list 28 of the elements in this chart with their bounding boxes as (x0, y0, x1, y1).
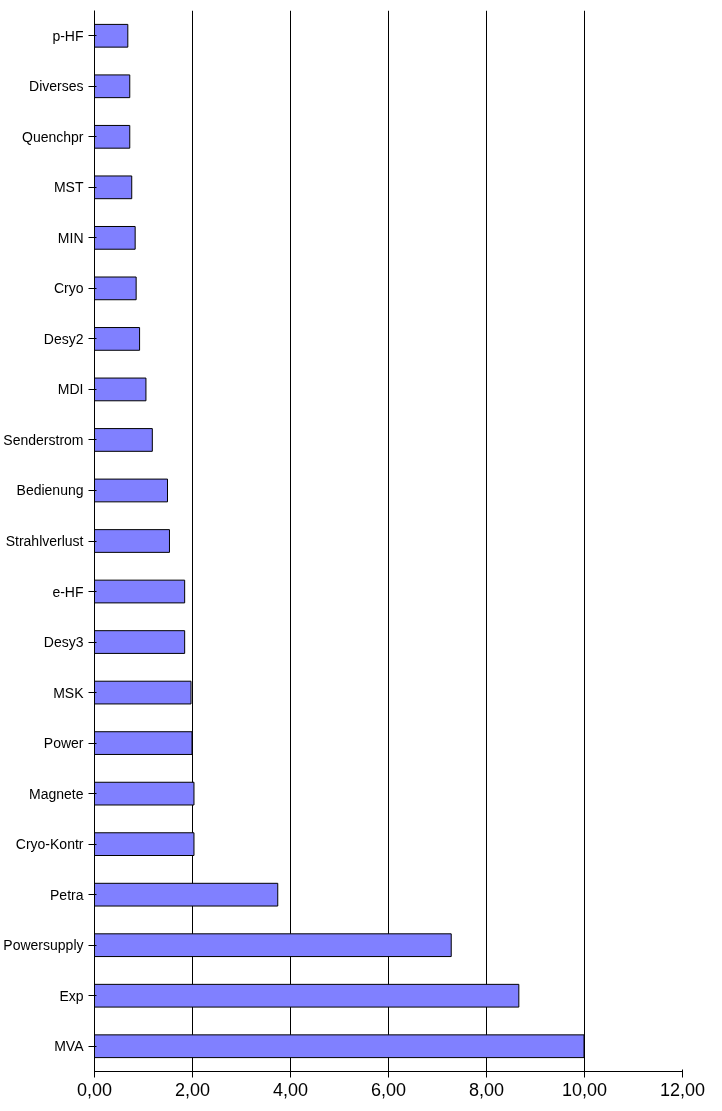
y-tick-label: Bedienung (16, 482, 84, 499)
y-tick-label: Cryo (53, 280, 84, 297)
y-tick-label: MIN (57, 229, 84, 246)
y-tick-label: MSK (53, 684, 85, 701)
y-tick-label: Petra (50, 886, 84, 903)
y-tick-label: Quenchpr (22, 128, 84, 145)
y-tick-label: e-HF (52, 583, 84, 600)
y-tick-label: MST (53, 179, 84, 196)
y-tick-label: Desy2 (43, 330, 84, 347)
y-tick-label: Power (43, 735, 84, 752)
x-tick-label: 2,00 (174, 1079, 211, 1100)
y-tick-label: p-HF (52, 27, 84, 44)
x-tick-label: 6,00 (370, 1079, 407, 1100)
y-tick-label: MVA (54, 1038, 85, 1055)
y-tick-label: Magnete (29, 785, 84, 802)
x-tick-label: 8,00 (468, 1079, 505, 1100)
y-tick-label: Desy3 (43, 634, 84, 651)
y-tick-label: MDI (57, 381, 84, 398)
x-tick-label: 4,00 (272, 1079, 309, 1100)
y-tick-label: Senderstrom (3, 431, 84, 448)
y-tick-label: Strahlverlust (5, 533, 84, 549)
x-tick-label: 12,00 (659, 1079, 706, 1100)
y-tick-label: Powersupply (3, 937, 84, 954)
x-tick-label: 0,00 (76, 1079, 113, 1100)
y-tick-label: Diverses (29, 78, 84, 95)
x-tick-label: 10,00 (561, 1079, 608, 1100)
y-tick-label: Cryo-Kontr (15, 836, 84, 853)
y-tick-label: Exp (59, 987, 84, 1004)
